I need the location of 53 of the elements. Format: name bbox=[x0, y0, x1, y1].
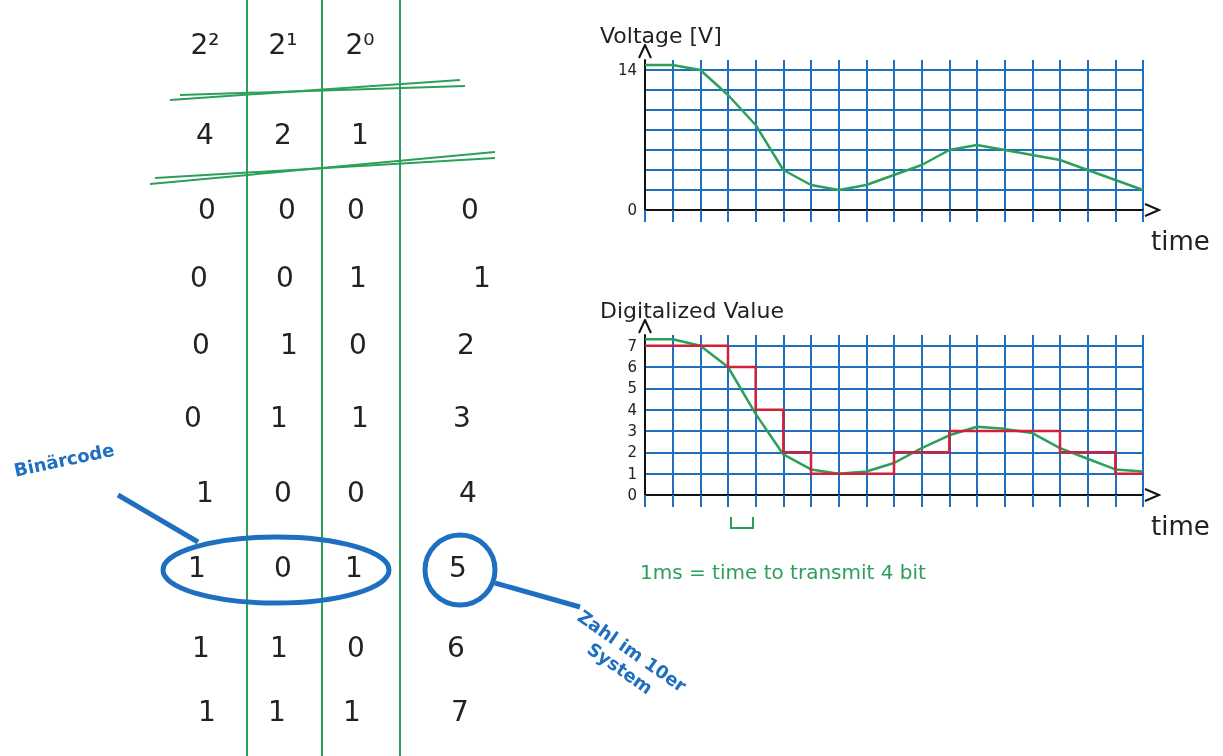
text: 2 bbox=[273, 117, 293, 153]
text: 3 bbox=[452, 400, 472, 436]
text: 0 bbox=[189, 260, 209, 296]
text: 0 bbox=[273, 550, 293, 586]
y-tick-label: 6 bbox=[627, 358, 637, 376]
text: 0 bbox=[191, 327, 211, 363]
y-tick-label: 0 bbox=[627, 486, 637, 504]
text: 2¹ bbox=[267, 27, 299, 63]
y-tick-label: 7 bbox=[627, 336, 637, 355]
text: 0 bbox=[277, 192, 297, 228]
text: 1 bbox=[348, 260, 368, 296]
text: 7 bbox=[450, 694, 470, 730]
y-tick-label: 1 bbox=[627, 464, 637, 483]
text: 0 bbox=[460, 192, 480, 228]
text: 2² bbox=[189, 27, 221, 63]
text: 1 bbox=[197, 694, 217, 730]
text: 1 bbox=[195, 475, 215, 511]
text: 0 bbox=[346, 475, 366, 511]
text: 4 bbox=[458, 475, 478, 511]
y-axis-title: Digitalized Value bbox=[600, 297, 784, 323]
text: 1 bbox=[269, 630, 289, 666]
text: 0 bbox=[197, 192, 217, 228]
text: 0 bbox=[348, 327, 368, 363]
text: 1 bbox=[344, 550, 364, 586]
text: 2⁰ bbox=[344, 27, 376, 63]
text: 1ms = time to transmit 4 bit bbox=[640, 560, 927, 584]
text: 2 bbox=[456, 327, 476, 363]
y-tick-label: 14 bbox=[617, 61, 637, 79]
y-tick-label: 5 bbox=[627, 379, 637, 398]
text: 1 bbox=[350, 400, 370, 436]
text: 5 bbox=[448, 550, 468, 586]
text: 1 bbox=[350, 117, 370, 153]
y-axis-title: Voltage [V] bbox=[600, 22, 722, 48]
text: 1 bbox=[279, 327, 299, 363]
y-tick-label: 0 bbox=[627, 201, 637, 219]
text: 0 bbox=[346, 630, 366, 666]
text: 4 bbox=[195, 117, 215, 153]
text: 1 bbox=[342, 694, 362, 730]
text: 1 bbox=[191, 630, 211, 666]
y-tick-label: 4 bbox=[627, 400, 637, 419]
text: 1 bbox=[269, 400, 289, 436]
text: 1 bbox=[267, 694, 287, 730]
text: 0 bbox=[183, 400, 203, 436]
text: 6 bbox=[446, 630, 466, 666]
text: 0 bbox=[346, 192, 366, 228]
x-axis-title: time bbox=[1151, 226, 1210, 256]
text: 1 bbox=[472, 260, 492, 296]
y-tick-label: 3 bbox=[627, 422, 637, 440]
text: 1 bbox=[187, 550, 207, 586]
text: 0 bbox=[275, 260, 295, 296]
y-tick-label: 2 bbox=[627, 443, 637, 462]
text: 0 bbox=[273, 475, 293, 511]
x-axis-title: time bbox=[1151, 511, 1210, 541]
